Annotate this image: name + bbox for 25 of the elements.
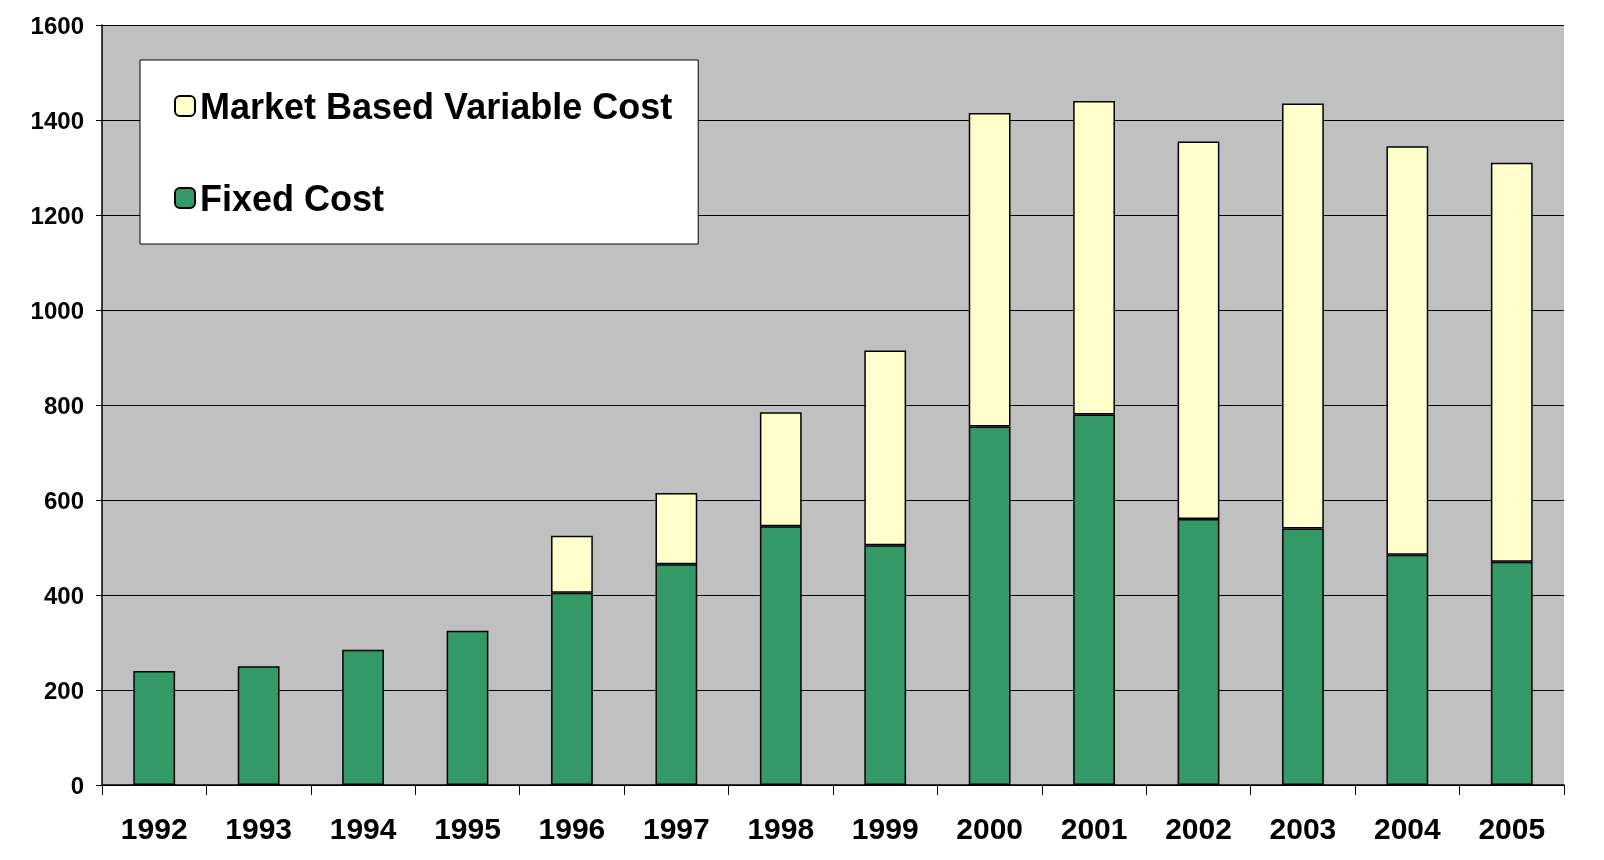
x-tick-label: 1995 [434,811,501,845]
x-tick-label: 1997 [642,811,710,845]
x-tick-label: 1998 [747,811,815,845]
x-tick-label: 1993 [225,811,293,845]
x-tick-label: 2003 [1269,811,1337,845]
x-tick-label: 1994 [329,811,397,845]
legend-label: Fixed Cost [200,177,385,219]
y-tick-label: 1200 [30,201,84,229]
y-tick-label: 1000 [30,296,84,324]
x-tick-label: 1996 [538,811,606,845]
y-tick-label: 400 [43,581,84,609]
x-tick-label: 2000 [956,811,1024,845]
y-tick-label: 1600 [30,11,84,39]
x-tick-label: 2005 [1478,811,1546,845]
x-tick-label: 2004 [1373,811,1442,845]
x-tick-label: 2002 [1165,811,1232,845]
y-tick-label: 600 [43,486,84,514]
legend-label: Market Based Variable Cost [200,85,673,127]
x-tick-label: 1999 [851,811,919,845]
x-tick-label: 1992 [120,811,188,845]
x-tick-label: 2001 [1060,811,1128,845]
y-tick-label: 0 [70,771,84,799]
y-tick-label: 800 [43,391,84,419]
y-tick-label: 1400 [30,106,84,134]
y-tick-label: 200 [43,676,84,704]
